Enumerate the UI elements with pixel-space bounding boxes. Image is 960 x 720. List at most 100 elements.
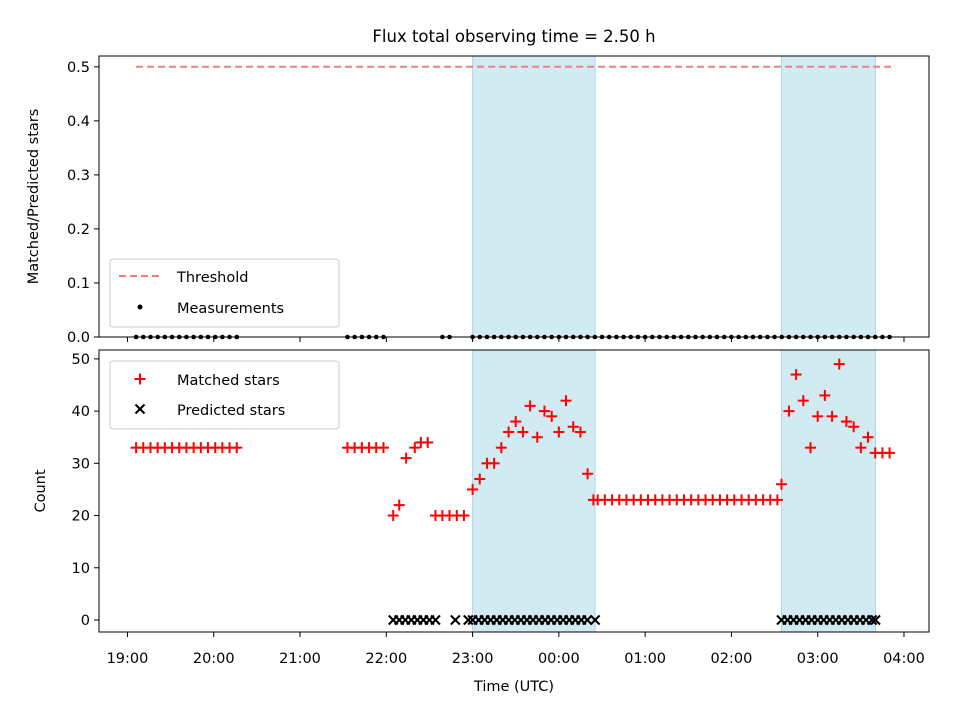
predicted-star-point-b — [463, 614, 474, 626]
x-tick-label: 19:00 — [107, 651, 149, 667]
bottom-y-tick-label: 40 — [72, 404, 90, 420]
matched-star-point — [488, 457, 500, 469]
matched-star-point — [826, 410, 838, 422]
matched-star-point — [474, 473, 486, 485]
matched-star-point — [855, 442, 867, 454]
legend-matched-swatch — [134, 373, 146, 385]
top-y-tick-label: 0.4 — [67, 114, 90, 130]
top-y-tick-label: 0.5 — [67, 60, 90, 76]
matched-star-point — [503, 426, 515, 438]
legend-matched-label: Matched stars — [177, 373, 280, 389]
top-shaded-interval — [472, 55, 596, 338]
matched-star-point — [458, 510, 470, 522]
matched-star-point — [582, 468, 594, 480]
x-tick-label: 20:00 — [193, 651, 235, 667]
bottom-shaded-interval — [472, 349, 596, 633]
chart-title: Flux total observing time = 2.50 h — [372, 27, 655, 46]
matched-star-point — [377, 442, 389, 454]
matched-star-point — [467, 483, 479, 495]
matched-star-point — [538, 405, 550, 417]
legend-predicted-label: Predicted stars — [177, 403, 285, 419]
matched-star-point — [393, 499, 405, 511]
top-shaded-interval — [780, 55, 877, 338]
predicted-star-point — [582, 614, 593, 626]
top-axes-frame — [98, 55, 930, 338]
predicted-star-point-b — [870, 614, 881, 626]
x-tick-label: 03:00 — [797, 651, 839, 667]
x-tick-label: 21:00 — [279, 651, 321, 667]
bottom-y-tick-label: 20 — [72, 509, 90, 525]
predicted-star-point — [463, 614, 474, 626]
matched-star-point — [546, 410, 558, 422]
matched-star-point — [560, 395, 572, 407]
bottom-axes-frame — [98, 349, 930, 633]
x-tick-label: 00:00 — [538, 651, 580, 667]
predicted-star-point-b — [430, 614, 441, 626]
x-tick-label: 01:00 — [624, 651, 666, 667]
top-y-tick-label: 0.1 — [67, 276, 90, 292]
predicted-star-point — [870, 614, 881, 626]
matched-star-point — [553, 426, 565, 438]
predicted-star-point — [430, 614, 441, 626]
matched-star-point — [510, 416, 522, 428]
top-y-axis-label: Matched/Predicted stars — [26, 109, 42, 285]
predicted-star-point-b — [866, 614, 878, 626]
top-legend-box — [109, 258, 340, 328]
matched-star-point — [231, 442, 243, 454]
legend-predicted-marker — [134, 403, 146, 415]
legend-measurements-label: Measurements — [177, 301, 284, 317]
matched-star-point — [409, 442, 421, 454]
legend-predicted-swatch — [134, 403, 146, 415]
x-tick-label: 22:00 — [365, 651, 407, 667]
matched-star-point — [805, 442, 817, 454]
top-y-tick-label: 0.0 — [67, 330, 90, 346]
bottom-y-tick-label: 50 — [72, 352, 90, 368]
matched-star-point — [567, 421, 579, 433]
matched-star-point — [495, 442, 507, 454]
predicted-star-point — [589, 614, 601, 626]
x-axis-label: Time (UTC) — [473, 679, 554, 695]
predicted-star-point-b — [582, 614, 593, 626]
bottom-shaded-interval — [780, 349, 877, 633]
matched-star-point — [771, 494, 783, 506]
legend-measurement-swatch — [137, 304, 143, 310]
matched-star-point — [833, 358, 845, 370]
bottom-y-tick-label: 30 — [72, 456, 90, 472]
matched-star-point — [400, 452, 412, 464]
x-tick-label: 04:00 — [883, 651, 925, 667]
x-tick-label: 23:00 — [452, 651, 494, 667]
matched-star-point — [524, 400, 536, 412]
matched-star-point — [574, 426, 586, 438]
bottom-y-axis-label: Count — [33, 469, 49, 512]
matched-star-point — [422, 436, 434, 448]
matched-star-point — [862, 431, 874, 443]
matched-star-point — [387, 510, 399, 522]
bottom-legend-box — [109, 360, 340, 430]
top-y-tick-label: 0.3 — [67, 168, 90, 184]
matched-star-point — [884, 447, 896, 459]
legend-predicted-marker-b — [134, 403, 146, 415]
matched-star-point — [790, 369, 802, 381]
predicted-star-point-b — [589, 614, 601, 626]
matched-star-point — [797, 395, 809, 407]
bottom-legend: Matched stars Predicted stars — [109, 360, 340, 430]
top-legend: Threshold Measurements — [109, 258, 340, 328]
predicted-star-point — [866, 614, 878, 626]
matched-star-point — [812, 410, 824, 422]
bottom-y-tick-label: 0 — [81, 613, 90, 629]
x-tick-label: 02:00 — [711, 651, 753, 667]
top-y-tick-label: 0.2 — [67, 222, 90, 238]
matched-star-point — [840, 416, 852, 428]
matched-star-point — [783, 405, 795, 417]
matched-star-point — [517, 426, 529, 438]
legend-matched-marker — [134, 373, 146, 385]
predicted-star-point — [450, 614, 461, 626]
bottom-panel: 0 10 20 30 40 50 19:00 20:00 21:00 22:00 23:00 00:… — [33, 349, 930, 695]
matched-star-point — [819, 389, 831, 401]
matched-star-point — [775, 478, 787, 490]
predicted-star-point-b — [450, 614, 461, 626]
bottom-y-tick-label: 10 — [72, 561, 90, 577]
top-panel: 0.0 0.1 0.2 0.3 0.4 0.5 Matched/Predicted sta… — [26, 55, 930, 346]
legend-threshold-label: Threshold — [176, 270, 248, 286]
